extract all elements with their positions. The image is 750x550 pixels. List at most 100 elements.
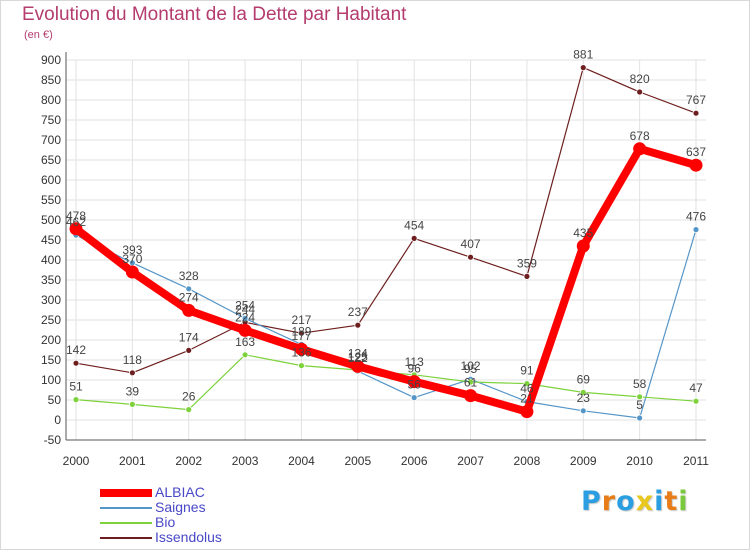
data-label-issendolus: 820 (630, 72, 650, 86)
legend-swatch (100, 522, 152, 524)
data-label-saignes: 254 (235, 298, 255, 312)
legend-label: Bio (155, 514, 176, 530)
data-label-albiac: 134 (348, 346, 368, 360)
data-point-issendolus (523, 272, 531, 280)
x-tick-label: 2007 (457, 454, 484, 468)
data-point-bio (467, 378, 474, 386)
data-labels: 1421181742442172374544073598818207674623… (66, 48, 706, 412)
data-label-albiac: 224 (235, 310, 255, 324)
data-point-albiac (576, 239, 590, 253)
logo-letter: x (635, 486, 655, 517)
x-tick-label: 2001 (119, 454, 146, 468)
data-point-issendolus (467, 253, 474, 261)
y-tick-label: 250 (41, 313, 61, 327)
x-tick-label: 2002 (175, 454, 202, 468)
data-label-saignes: 189 (291, 324, 311, 338)
data-point-saignes (692, 226, 700, 234)
data-label-bio: 113 (405, 355, 424, 369)
x-tick-label: 2011 (683, 454, 709, 468)
data-label-bio: 69 (577, 372, 591, 386)
data-point-albiac (351, 359, 365, 373)
data-label-albiac: 478 (66, 209, 86, 223)
y-tick-label: 800 (41, 93, 61, 107)
legend-swatch (100, 507, 152, 509)
data-point-issendolus (354, 321, 362, 329)
data-point-saignes (185, 285, 193, 293)
data-point-albiac (182, 303, 196, 317)
y-tick-label: 650 (41, 153, 61, 167)
data-label-issendolus: 237 (348, 305, 368, 319)
data-label-saignes: 393 (122, 243, 142, 257)
data-point-bio (692, 397, 700, 405)
y-tick-label: 300 (41, 293, 61, 307)
y-tick-label: 0 (54, 413, 61, 427)
data-label-albiac: 637 (686, 145, 706, 159)
data-label-issendolus: 244 (235, 302, 255, 316)
y-tick-label: 150 (41, 353, 61, 367)
data-label-issendolus: 217 (291, 313, 311, 327)
data-label-saignes: 102 (461, 359, 481, 373)
data-label-saignes: 23 (577, 391, 591, 405)
data-point-albiac (125, 265, 139, 279)
data-point-saignes (410, 394, 418, 402)
legend-label: Issendolus (155, 529, 222, 545)
data-label-bio: 26 (182, 390, 196, 404)
data-point-bio (241, 351, 249, 359)
y-tick-label: 600 (41, 173, 61, 187)
axes: -50 0 50 100 150 200 250 300 350 400 450 500 550 600 6… (41, 52, 709, 468)
data-point-issendolus (692, 109, 700, 117)
x-tick-label: 2003 (232, 454, 259, 468)
data-label-saignes: 5 (636, 398, 643, 412)
x-tick-label: 2010 (626, 454, 653, 468)
data-point-bio (579, 388, 587, 396)
data-label-albiac: 177 (291, 329, 311, 343)
data-point-albiac (69, 222, 83, 236)
data-label-saignes: 56 (408, 378, 422, 392)
data-label-bio: 136 (291, 346, 311, 360)
data-label-issendolus: 118 (123, 353, 142, 367)
series-group (69, 64, 703, 422)
data-label-albiac: 678 (630, 129, 650, 143)
x-tick-label: 2000 (63, 454, 90, 468)
x-tick-label: 2006 (401, 454, 428, 468)
data-label-albiac: 96 (408, 362, 422, 376)
data-point-saignes (241, 314, 249, 322)
y-tick-label: 50 (48, 393, 62, 407)
data-point-albiac (520, 405, 534, 419)
data-label-bio: 125 (348, 350, 368, 364)
logo-letter: i (678, 486, 689, 517)
data-label-saignes: 122 (348, 351, 368, 365)
data-label-issendolus: 454 (404, 218, 424, 232)
x-tick-label: 2009 (570, 454, 597, 468)
data-label-bio: 163 (235, 335, 255, 349)
data-label-albiac: 435 (573, 226, 593, 240)
data-label-issendolus: 142 (66, 343, 86, 357)
data-point-issendolus (128, 369, 136, 377)
data-point-albiac (464, 389, 478, 403)
x-tick-label: 2004 (288, 454, 315, 468)
data-label-bio: 91 (520, 364, 534, 378)
y-tick-label: 750 (41, 113, 61, 127)
data-point-issendolus (636, 88, 644, 96)
y-tick-label: 400 (41, 253, 61, 267)
data-point-issendolus (579, 64, 587, 71)
data-point-issendolus (185, 346, 193, 354)
series-line-saignes (75, 229, 697, 419)
x-tick-label: 2005 (344, 454, 371, 468)
data-point-issendolus (298, 329, 305, 337)
series-line-issendolus (75, 66, 697, 374)
data-point-bio (523, 380, 531, 388)
legend-label: Saignes (155, 499, 206, 515)
legend-swatch (100, 537, 152, 539)
logo-letter: o (616, 486, 636, 517)
y-tick-label: -50 (44, 433, 62, 447)
data-point-albiac (294, 342, 308, 356)
series-line-albiac (73, 144, 698, 416)
legend-label: ALBIAC (155, 484, 205, 500)
data-label-saignes: 46 (520, 382, 534, 396)
data-label-bio: 47 (689, 381, 703, 395)
x-tick-label: 2008 (514, 454, 541, 468)
chart-title: Evolution du Montant de la Dette par Hab… (22, 4, 407, 25)
data-point-bio (128, 400, 136, 408)
